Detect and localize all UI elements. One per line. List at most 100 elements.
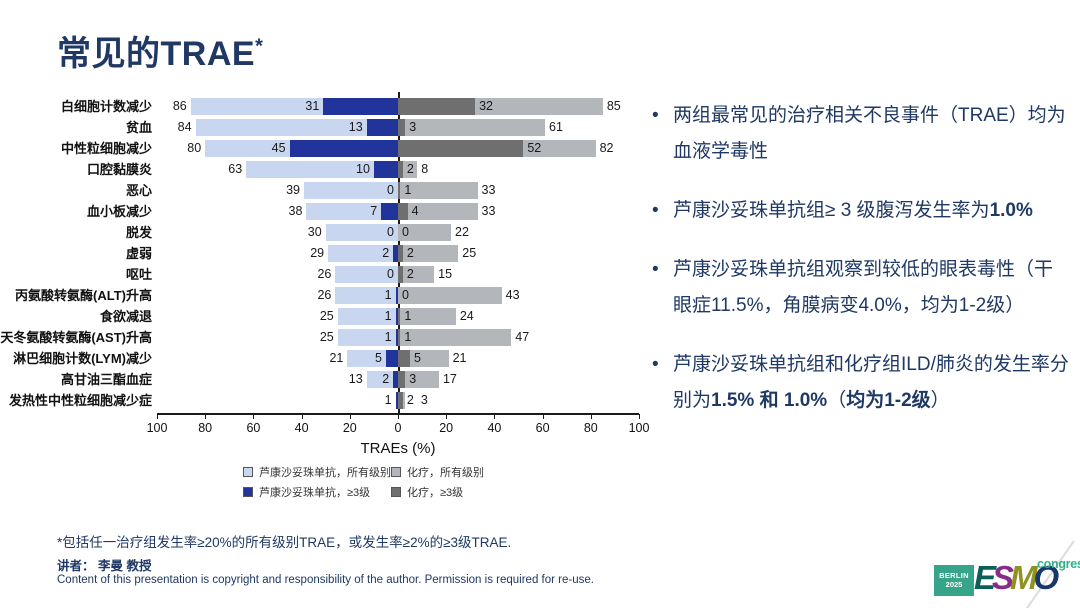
legend-item-sac_all: 芦康沙妥珠单抗，所有级别 <box>243 464 391 480</box>
value-label-sac-all: 86 <box>172 99 187 113</box>
x-axis-tick-label: 0 <box>394 421 402 435</box>
chart-row: 中性粒细胞减少 80 45 52 82 <box>0 138 660 159</box>
category-label: 丙氨酸转氨酶(ALT)升高 <box>15 288 152 303</box>
value-label-sac-grade3plus: 1 <box>384 309 392 323</box>
chart-row: 口腔黏膜炎 63 10 2 8 <box>0 159 660 180</box>
category-label: 口腔黏膜炎 <box>86 162 152 177</box>
value-label-sac-all: 25 <box>319 309 334 323</box>
bar-chemo-all-grades <box>398 224 452 241</box>
bullet-marker: • <box>652 200 659 221</box>
bullet-item: • 芦康沙妥珠单抗组≥ 3 级腹泻发生率为1.0% <box>652 193 1070 229</box>
bar-sac-grade3plus <box>395 392 398 409</box>
speaker-credit: 讲者： 李曼 教授 <box>57 559 152 573</box>
logo-letter-e: E <box>974 559 996 596</box>
chart-row: 恶心 39 0 1 33 <box>0 180 660 201</box>
value-label-chemo-grade3plus: 32 <box>479 99 494 113</box>
bar-sac-grade3plus <box>289 140 398 157</box>
x-axis-tick-label: 80 <box>198 421 213 435</box>
value-label-chemo-all: 8 <box>421 162 429 176</box>
value-label-sac-grade3plus: 45 <box>271 141 286 155</box>
x-axis-tick-label: 100 <box>628 421 650 435</box>
value-label-sac-grade3plus: 1 <box>384 288 392 302</box>
bar-sac-grade3plus <box>385 350 398 367</box>
legend-item-chemo_all: 化疗，所有级别 <box>391 464 484 480</box>
x-axis-tick <box>301 414 303 419</box>
bullet-text: 两组最常见的治疗相关不良事件（TRAE）均为血液学毒性 <box>673 105 1066 162</box>
bullet-marker: • <box>652 354 659 375</box>
value-label-chemo-grade3plus: 0 <box>402 288 409 302</box>
value-label-sac-all: 84 <box>177 120 192 134</box>
category-label: 脱发 <box>125 225 152 240</box>
value-label-sac-grade3plus: 1 <box>384 393 392 407</box>
x-axis-tick-label: 40 <box>294 421 309 435</box>
x-axis-tick-label: 80 <box>583 421 598 435</box>
bar-sac-all-grades <box>246 161 398 178</box>
logo-esmo-letters: ESMO <box>974 558 1059 598</box>
bar-chemo-grade3plus <box>398 266 403 283</box>
logo-letter-s: S <box>992 559 1014 596</box>
bar-sac-grade3plus <box>366 119 398 136</box>
chart-row: 脱发 30 0 0 22 <box>0 222 660 243</box>
value-label-chemo-all: 33 <box>481 183 496 197</box>
category-label: 发热性中性粒细胞减少症 <box>8 393 152 408</box>
bar-chemo-all-grades <box>398 119 545 136</box>
bar-sac-all-grades <box>347 350 398 367</box>
bar-sac-all-grades <box>325 224 398 241</box>
value-label-chemo-grade3plus: 4 <box>411 204 419 218</box>
value-label-chemo-grade3plus: 3 <box>409 372 417 386</box>
chart-row: 贫血 84 13 3 61 <box>0 117 660 138</box>
bar-chemo-grade3plus <box>398 119 406 136</box>
bar-chemo-grade3plus <box>398 329 401 346</box>
legend-swatch-sac_g3 <box>243 487 253 497</box>
bar-chemo-grade3plus <box>398 182 401 199</box>
value-label-sac-all: 63 <box>228 162 243 176</box>
legend-label: 化疗，≥3级 <box>407 487 464 499</box>
value-label-chemo-all: 24 <box>459 309 474 323</box>
chart-row: 虚弱 29 2 2 25 <box>0 243 660 264</box>
bar-sac-grade3plus <box>373 161 398 178</box>
bar-chemo-grade3plus <box>398 350 411 367</box>
value-label-sac-grade3plus: 0 <box>387 225 394 239</box>
bar-chemo-all-grades <box>398 350 449 367</box>
value-label-sac-all: 38 <box>288 204 303 218</box>
bar-chemo-all-grades <box>398 203 478 220</box>
slide-title-asterisk: * <box>255 35 264 58</box>
x-axis-tick <box>157 414 158 419</box>
slide-title-text: 常见的TRAE <box>57 35 256 73</box>
x-axis-tick <box>253 414 255 419</box>
legend-label: 芦康沙妥珠单抗，所有级别 <box>259 467 391 479</box>
category-label: 呕吐 <box>125 267 152 282</box>
category-label: 贫血 <box>125 120 152 135</box>
category-label: 白细胞计数减少 <box>60 99 152 114</box>
bar-chemo-grade3plus <box>398 392 403 409</box>
logo-city-box: BERLIN 2025 <box>934 565 974 596</box>
chart-row: 天冬氨酸转氨酶(AST)升高 25 1 1 47 <box>0 327 660 348</box>
bar-sac-all-grades <box>366 371 398 388</box>
trae-chart: TRAEs (%) 芦康沙妥珠单抗，所有级别 化疗，所有级别 芦康沙妥珠单抗，≥3级… <box>0 88 660 508</box>
chart-row: 发热性中性粒细胞减少症 1 2 3 <box>0 390 660 411</box>
esmo-congress-logo: BERLIN 2025 ESMO congress <box>934 556 1080 602</box>
value-label-chemo-grade3plus: 1 <box>404 309 412 323</box>
value-label-chemo-all: 22 <box>455 225 469 239</box>
bullet-item: • 芦康沙妥珠单抗组观察到较低的眼表毒性（干眼症11.5%，角膜病变4.0%，均为… <box>652 252 1070 324</box>
chart-legend: 芦康沙妥珠单抗，所有级别 化疗，所有级别 芦康沙妥珠单抗，≥3级 化疗，≥3级 <box>243 464 484 500</box>
value-label-sac-grade3plus: 2 <box>382 372 390 386</box>
value-label-sac-all: 30 <box>307 225 322 239</box>
x-axis-tick <box>590 414 592 419</box>
value-label-chemo-all: 15 <box>438 267 453 281</box>
bullet-marker: • <box>652 105 659 126</box>
value-label-chemo-grade3plus: 2 <box>406 393 414 407</box>
bar-sac-grade3plus <box>323 98 398 115</box>
chart-x-axis-title: TRAEs (%) <box>360 440 436 457</box>
value-label-sac-grade3plus: 31 <box>305 99 320 113</box>
bar-chemo-grade3plus <box>398 308 401 325</box>
x-axis-tick <box>446 414 448 419</box>
legend-label: 化疗，所有级别 <box>407 467 484 479</box>
bar-chemo-all-grades <box>398 308 456 325</box>
value-label-sac-all: 39 <box>286 183 301 197</box>
value-label-chemo-grade3plus: 52 <box>527 141 542 155</box>
value-label-sac-grade3plus: 13 <box>348 120 363 134</box>
value-label-chemo-grade3plus: 0 <box>402 225 409 239</box>
bar-chemo-all-grades <box>398 287 502 304</box>
value-label-chemo-all: 61 <box>549 120 563 134</box>
